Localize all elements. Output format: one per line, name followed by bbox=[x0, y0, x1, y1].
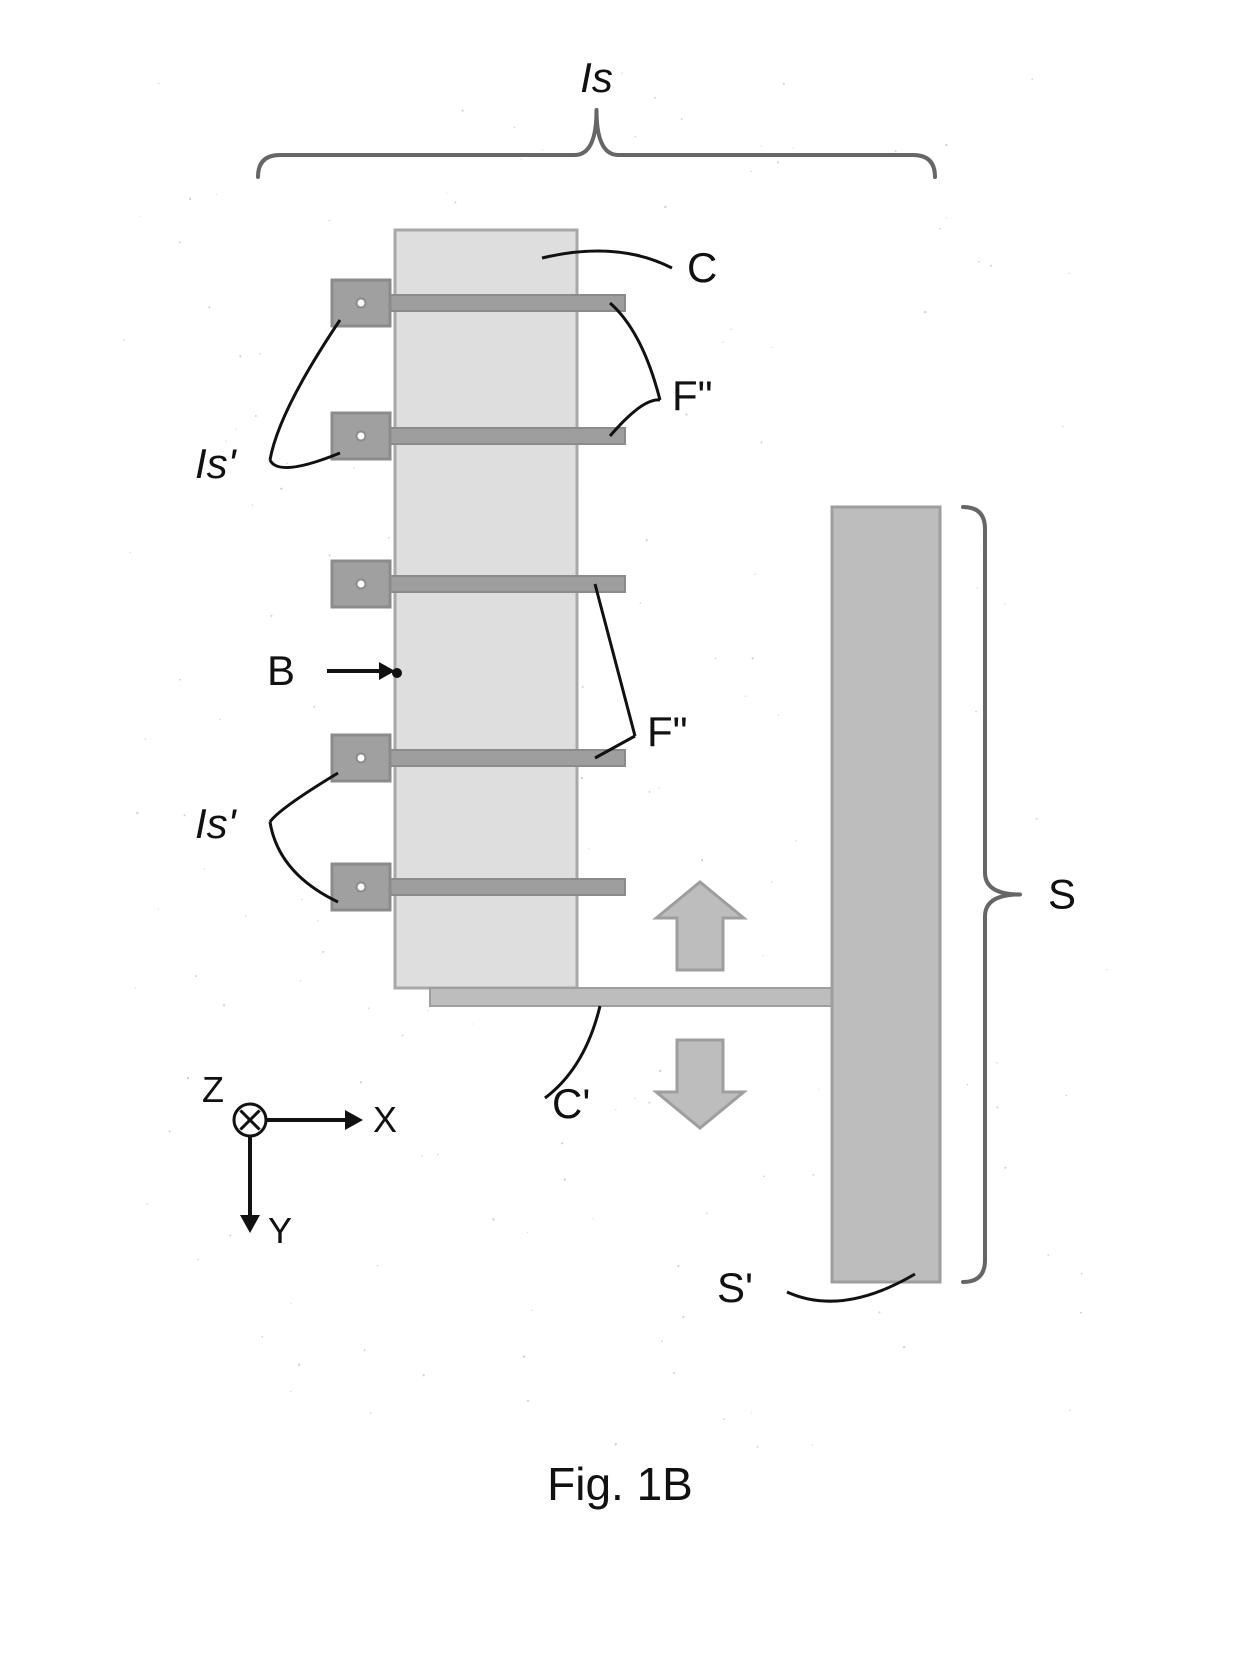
axis-x-head bbox=[345, 1110, 363, 1130]
label-x: X bbox=[373, 1099, 397, 1140]
label-f-upper: F" bbox=[672, 372, 713, 419]
dot-b bbox=[392, 668, 402, 678]
label-cprime: C' bbox=[552, 1080, 590, 1127]
rod-f bbox=[355, 295, 625, 311]
rod-f bbox=[355, 428, 625, 444]
label-sprime: S' bbox=[717, 1264, 753, 1311]
support-sprime bbox=[832, 507, 940, 1282]
rod-f bbox=[355, 879, 625, 895]
label-is-top: Is bbox=[580, 54, 613, 101]
leader-f-lower bbox=[595, 584, 635, 736]
figure-canvas: Is C F" F" Is' Is' B C' S' S Z X Y Fig. 1B bbox=[0, 0, 1240, 1654]
label-c: C bbox=[687, 244, 717, 291]
label-b: B bbox=[267, 647, 295, 694]
leader-f-upper bbox=[610, 303, 660, 400]
figure-caption: Fig. 1B bbox=[547, 1458, 693, 1510]
label-is-lower: Is' bbox=[195, 800, 238, 847]
brace-top bbox=[258, 110, 935, 177]
block-hole bbox=[357, 883, 366, 892]
arm-cprime bbox=[430, 988, 832, 1006]
axis-y-head bbox=[240, 1215, 260, 1233]
rod-f bbox=[355, 750, 625, 766]
column-c bbox=[395, 230, 577, 988]
label-y: Y bbox=[268, 1210, 292, 1251]
label-f-lower: F" bbox=[647, 708, 688, 755]
label-z: Z bbox=[202, 1069, 224, 1110]
block-hole bbox=[357, 580, 366, 589]
rod-f bbox=[355, 576, 625, 592]
arrow-up bbox=[656, 882, 743, 970]
label-is-upper: Is' bbox=[195, 440, 238, 487]
leader-is-upper bbox=[270, 320, 340, 460]
arrow-down bbox=[656, 1040, 743, 1128]
brace-right bbox=[963, 507, 1020, 1282]
block-hole bbox=[357, 299, 366, 308]
block-hole bbox=[357, 754, 366, 763]
block-hole bbox=[357, 432, 366, 441]
label-s: S bbox=[1048, 871, 1076, 918]
leader-is-lower bbox=[270, 773, 338, 822]
leader-is-upper bbox=[270, 453, 340, 468]
leader-is-lower bbox=[270, 822, 338, 902]
